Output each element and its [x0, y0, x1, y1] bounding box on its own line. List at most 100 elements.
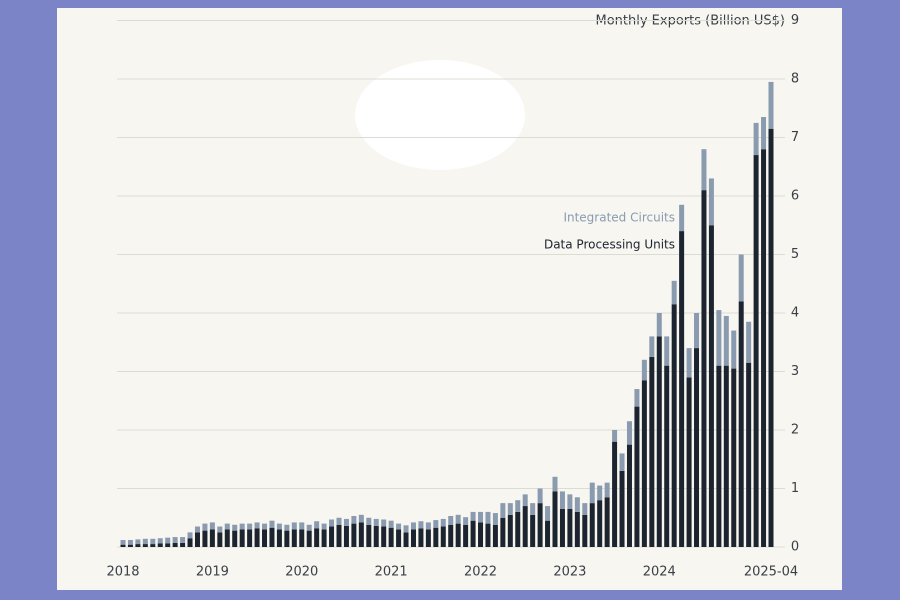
bar-segment [478, 511, 484, 523]
bar-segment [254, 528, 260, 547]
y-tick-label: 2 [791, 423, 799, 438]
bar-segment [463, 517, 469, 525]
bar-segment [589, 503, 595, 547]
bar-segment [634, 406, 640, 547]
bar-segment [761, 117, 767, 150]
bar-segment [761, 149, 767, 547]
bar-segment [373, 518, 379, 526]
bar-segment [582, 503, 588, 515]
bar-segment [723, 365, 729, 547]
bar-segment [276, 523, 282, 530]
bar-segment [507, 503, 513, 515]
bar-segment [358, 514, 364, 523]
bar-segment [299, 522, 305, 530]
bar-segment [671, 304, 677, 547]
bar-segment [284, 524, 290, 531]
bar-segment [314, 521, 320, 529]
bar-segment [351, 515, 357, 524]
bar-segment [336, 517, 342, 525]
bar-segment [410, 522, 416, 530]
x-tick-label: 2022 [464, 565, 497, 580]
bar-segment [694, 313, 700, 349]
bar-segment [522, 506, 528, 547]
bar-segment [463, 524, 469, 547]
bar-segment [731, 330, 737, 369]
x-tick-label: 2025-04 [744, 565, 798, 580]
bar-segment [753, 155, 759, 548]
bar-segment [597, 485, 603, 501]
bar-segment [396, 529, 402, 547]
bar-segment [485, 511, 491, 524]
bar-segment [686, 348, 692, 378]
bar-segment [455, 523, 461, 547]
bar-segment [232, 524, 238, 531]
y-tick-label: 5 [791, 247, 799, 262]
y-tick-label: 3 [791, 364, 799, 379]
bar-segment [604, 497, 610, 547]
bar-segment [708, 178, 714, 226]
bar-segment [403, 525, 409, 533]
bar-segment [515, 511, 521, 547]
bar-segment [127, 544, 133, 547]
bar-segment [366, 517, 372, 525]
bar-segment [694, 348, 700, 547]
bar-segment [299, 529, 305, 547]
bar-segment [343, 518, 349, 526]
bar-segment [492, 524, 498, 547]
bar-segment [440, 526, 446, 547]
bar-segment [753, 122, 759, 156]
blur-blob [355, 60, 525, 170]
bar-segment [180, 542, 186, 547]
bar-segment [619, 453, 625, 471]
bar-segment [284, 530, 290, 547]
bar-segment [708, 225, 714, 547]
bar-segment [172, 542, 178, 547]
bar-segment [314, 528, 320, 547]
bar-segment [768, 128, 774, 547]
y-tick-label: 0 [791, 540, 799, 555]
bar-segment [448, 515, 454, 525]
bar-segment [202, 530, 208, 547]
bar-segment [537, 503, 543, 547]
bar-segment [187, 538, 193, 547]
x-tick-label: 2024 [643, 565, 676, 580]
bar-segment [120, 544, 126, 547]
legend-label: Integrated Circuits [563, 211, 675, 225]
bar-segment [738, 254, 744, 302]
bar-segment [142, 544, 148, 547]
bar-segment [351, 523, 357, 547]
x-tick-label: 2021 [375, 565, 408, 580]
bar-segment [530, 503, 536, 515]
bar-segment [202, 523, 208, 531]
bar-segment [567, 508, 573, 547]
legend-label: Data Processing Units [544, 238, 675, 252]
bar-segment [656, 336, 662, 547]
bar-segment [522, 494, 528, 507]
bar-segment [396, 523, 402, 530]
bar-segment [425, 522, 431, 530]
bar-segment [276, 529, 282, 547]
bar-segment [135, 544, 141, 547]
bar-segment [366, 524, 372, 547]
bar-segment [470, 520, 476, 547]
bar-segment [418, 521, 424, 529]
bar-segment [507, 514, 513, 547]
bar-segment [574, 511, 580, 547]
bar-segment [589, 482, 595, 504]
bar-segment [254, 522, 260, 529]
x-tick-label: 2023 [553, 565, 586, 580]
bar-segment [187, 532, 193, 539]
bar-segment [381, 519, 387, 527]
bar-segment [418, 528, 424, 547]
y-tick-label: 7 [791, 130, 799, 145]
bar-segment [209, 529, 215, 547]
bar-segment [321, 523, 327, 530]
bar-segment [716, 365, 722, 547]
bar-segment [269, 527, 275, 547]
y-tick-label: 4 [791, 306, 799, 321]
bar-segment [127, 539, 133, 545]
bar-segment [180, 537, 186, 543]
bar-segment [619, 470, 625, 547]
bar-segment [194, 526, 200, 533]
bar-segment [768, 81, 774, 129]
